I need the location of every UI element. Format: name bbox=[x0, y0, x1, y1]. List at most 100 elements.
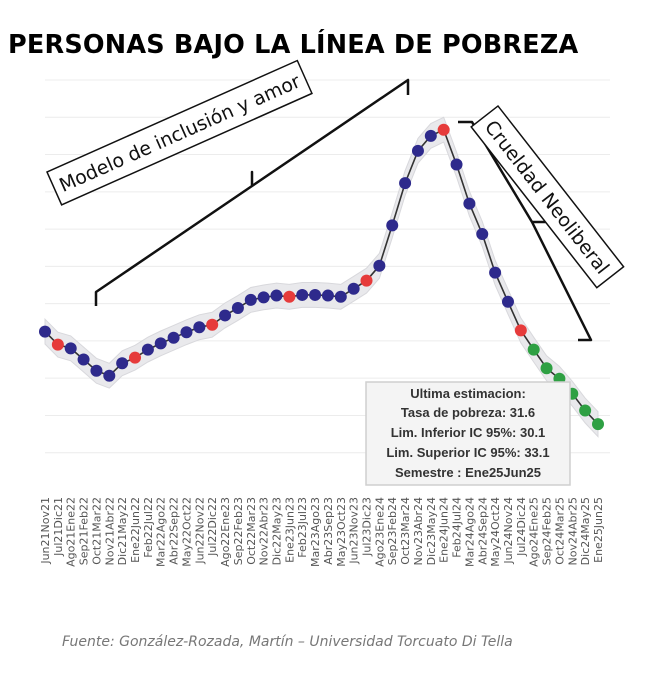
x-tick-label: Jun21Nov21 bbox=[39, 497, 52, 565]
data-point bbox=[579, 404, 592, 417]
data-point bbox=[476, 228, 489, 241]
x-tick-label: Jul22Dic22 bbox=[206, 497, 219, 557]
x-tick-label: Mar22Ago22 bbox=[155, 497, 168, 567]
data-point bbox=[360, 274, 373, 287]
x-tick-label: Sep24Feb25 bbox=[541, 497, 554, 565]
x-tick-label: May24Oct24 bbox=[489, 497, 502, 567]
data-point bbox=[386, 219, 399, 232]
ci-band-area bbox=[44, 116, 599, 438]
data-point bbox=[527, 343, 540, 356]
data-point bbox=[77, 353, 90, 366]
x-tick-label: Oct24Mar25 bbox=[553, 497, 566, 565]
x-tick-label: Ene25Jun25 bbox=[592, 497, 605, 563]
x-tick-labels: Jun21Nov21 Jul21Dic21 Ago21Ene22 Sep21Feb22… bbox=[39, 497, 605, 567]
x-tick-label: Abr23Sep23 bbox=[322, 497, 335, 565]
data-point bbox=[167, 331, 180, 344]
x-tick-label: Ene23Jun23 bbox=[283, 497, 296, 563]
data-point bbox=[296, 288, 309, 301]
data-point bbox=[411, 144, 424, 157]
info-line-1: Ultima estimacion: bbox=[410, 386, 526, 401]
data-point bbox=[489, 266, 502, 279]
x-tick-label: Jul24Dic24 bbox=[515, 497, 528, 557]
data-point bbox=[321, 289, 334, 302]
data-point bbox=[231, 301, 244, 314]
x-tick-label: Ene22Jun22 bbox=[129, 497, 142, 563]
x-tick-label: Dic24May25 bbox=[579, 497, 592, 565]
x-tick-label: Jun22Nov22 bbox=[193, 497, 206, 565]
x-tick-label: Oct23Mar24 bbox=[399, 497, 412, 565]
data-point bbox=[309, 288, 322, 301]
x-tick-label: Dic21May22 bbox=[116, 497, 129, 565]
info-line-4: Lim. Superior IC 95%: 33.1 bbox=[386, 445, 549, 460]
x-tick-label: Oct21Mar22 bbox=[90, 497, 103, 565]
data-point bbox=[51, 338, 64, 351]
data-point bbox=[90, 364, 103, 377]
x-tick-label: May22Oct22 bbox=[180, 497, 193, 567]
source-note: Fuente: González-Rozada, Martín – Univer… bbox=[62, 634, 513, 650]
data-point bbox=[244, 293, 257, 306]
x-tick-label: Feb23Jul23 bbox=[296, 497, 309, 558]
x-tick-label: Dic23May24 bbox=[425, 497, 438, 565]
x-tick-label: Nov21Abr22 bbox=[103, 497, 116, 566]
info-line-3: Lim. Inferior IC 95%: 30.1 bbox=[391, 425, 546, 440]
chart-title: PERSONAS BAJO LA LÍNEA DE POBREZA bbox=[8, 30, 579, 60]
right-annotation-text: Crueldad Neoliberal bbox=[480, 116, 613, 278]
x-tick-label: Nov24Abr25 bbox=[566, 497, 579, 566]
data-point bbox=[592, 418, 604, 431]
data-point bbox=[463, 197, 476, 210]
x-tick-label: May23Oct23 bbox=[335, 497, 348, 567]
left-bracket bbox=[94, 78, 410, 306]
data-point bbox=[129, 351, 142, 364]
info-line-5: Semestre : Ene25Jun25 bbox=[395, 465, 541, 480]
data-point bbox=[424, 129, 437, 142]
data-point bbox=[514, 324, 527, 337]
info-box: Ultima estimacion: Tasa de pobreza: 31.6… bbox=[365, 381, 571, 486]
data-point bbox=[270, 289, 283, 302]
data-point bbox=[334, 290, 347, 303]
x-tick-label: Nov23Abr24 bbox=[412, 497, 425, 566]
info-line-2: Tasa de pobreza: 31.6 bbox=[401, 405, 535, 420]
x-tick-label: Ago21Ene22 bbox=[65, 497, 78, 567]
data-point bbox=[64, 342, 77, 355]
data-point bbox=[141, 343, 154, 356]
data-point bbox=[103, 369, 116, 382]
x-tick-label: Feb24Jul24 bbox=[451, 497, 464, 558]
x-tick-label: Abr24Sep24 bbox=[476, 497, 489, 565]
data-points bbox=[39, 123, 604, 431]
data-point bbox=[206, 318, 219, 331]
left-annotation-box: Modelo de inclusión y amor bbox=[46, 59, 313, 206]
x-tick-label: Ago23Ene24 bbox=[373, 497, 386, 567]
data-point bbox=[219, 309, 232, 322]
data-point bbox=[437, 123, 450, 136]
data-point bbox=[116, 357, 129, 370]
confidence-band bbox=[44, 116, 599, 438]
x-tick-label: Sep23Feb24 bbox=[386, 497, 399, 565]
x-tick-label: Ago24Ene25 bbox=[528, 497, 541, 567]
x-tick-label: Jul23Dic23 bbox=[361, 497, 374, 557]
data-point bbox=[347, 282, 360, 295]
data-point bbox=[373, 259, 386, 272]
x-tick-label: Mar23Ago23 bbox=[309, 497, 322, 567]
x-tick-label: Jun23Nov23 bbox=[348, 497, 361, 565]
x-tick-label: Oct22Mar23 bbox=[245, 497, 258, 565]
data-point bbox=[501, 295, 514, 308]
data-point bbox=[193, 321, 206, 334]
x-tick-label: Ene24Jun24 bbox=[438, 497, 451, 563]
data-point bbox=[180, 326, 193, 339]
x-tick-label: Nov22Abr23 bbox=[258, 497, 271, 566]
data-point bbox=[39, 325, 51, 338]
data-point bbox=[540, 362, 553, 375]
data-point bbox=[399, 177, 412, 190]
data-point bbox=[154, 337, 167, 350]
x-tick-label: Mar24Ago24 bbox=[463, 497, 476, 567]
x-tick-label: Jul21Dic21 bbox=[52, 497, 65, 557]
x-tick-label: Jun24Nov24 bbox=[502, 497, 515, 565]
left-annotation-text: Modelo de inclusión y amor bbox=[56, 70, 304, 196]
x-tick-label: Feb22Jul22 bbox=[142, 497, 155, 558]
data-point bbox=[450, 158, 463, 171]
x-tick-label: Dic22May23 bbox=[270, 497, 283, 565]
x-tick-label: Sep22Feb23 bbox=[232, 497, 245, 565]
x-tick-label: Sep21Feb22 bbox=[78, 497, 91, 565]
data-point bbox=[283, 290, 296, 303]
